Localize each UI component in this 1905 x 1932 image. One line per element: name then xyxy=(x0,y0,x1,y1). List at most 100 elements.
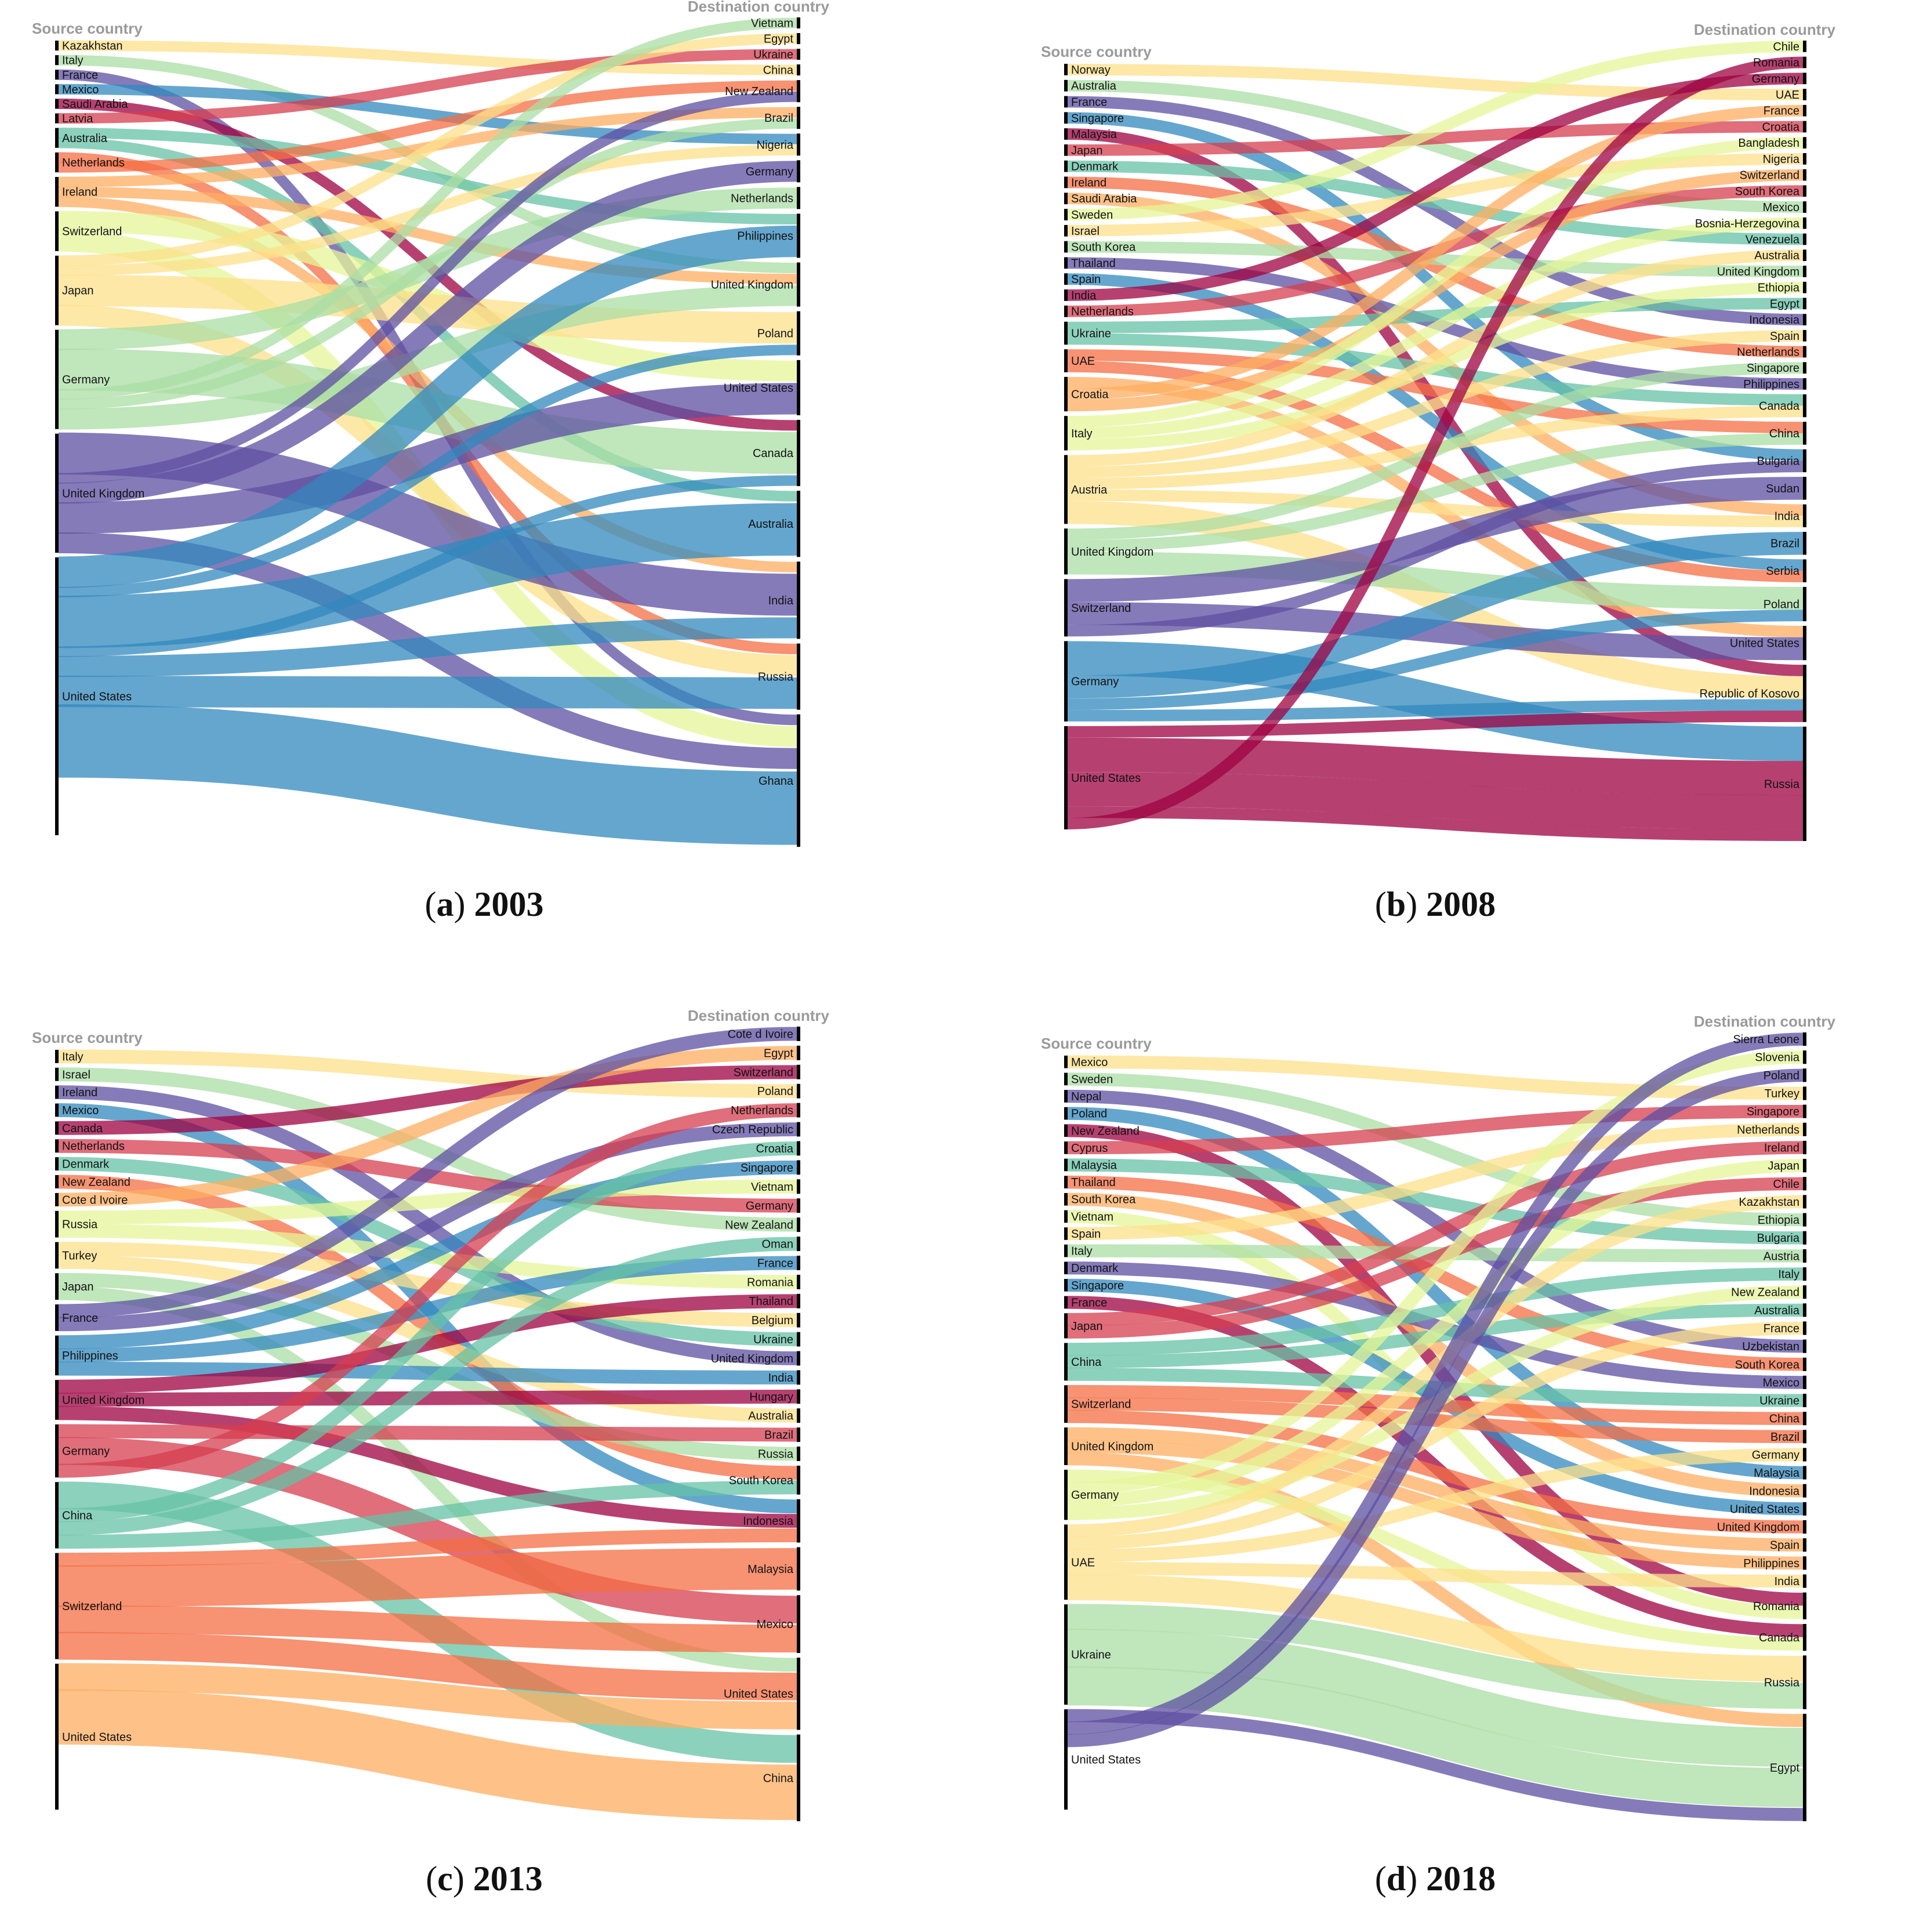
link-india-to-germany xyxy=(1067,73,1804,301)
dest-bar-australia xyxy=(1803,249,1806,262)
source-bar-denmark xyxy=(55,1157,59,1171)
dest-label-romania: Romania xyxy=(1753,57,1800,70)
link-united-states-to-russia xyxy=(58,675,797,709)
dest-label-united-kingdom: United Kingdom xyxy=(711,1353,793,1365)
dest-bar-hungary xyxy=(797,1389,800,1404)
source-bar-india xyxy=(1064,289,1068,301)
dest-label-serbia: Serbia xyxy=(1766,565,1800,578)
link-ukraine-to-egypt xyxy=(1067,298,1804,334)
dest-label-china: China xyxy=(1769,427,1800,440)
dest-bar-singapore xyxy=(1803,1104,1806,1118)
link-germany-to-poland xyxy=(1067,610,1804,711)
caption-a-label: a xyxy=(436,885,454,923)
dest-label-brazil: Brazil xyxy=(1770,538,1799,550)
link-cote-d-ivoire-to-egypt xyxy=(58,1046,797,1207)
source-label-singapore: Singapore xyxy=(1071,112,1124,125)
dest-bar-sierra-leone xyxy=(1803,1032,1806,1046)
source-label-mexico: Mexico xyxy=(62,84,99,96)
link-sweden-to-chile xyxy=(1067,40,1804,220)
dest-label-slovenia: Slovenia xyxy=(1755,1052,1800,1064)
sankey-chart-c: Italy Israel Ireland Mexico Canada Netherland… xyxy=(32,1007,830,1821)
link-united-states-to-russia xyxy=(1067,737,1804,796)
dest-label-singapore: Singapore xyxy=(741,1162,793,1175)
dest-label-spain: Spain xyxy=(1770,330,1799,343)
link-united-kingdom-to-poland xyxy=(1067,551,1804,610)
link-united-states-to-united-states xyxy=(58,1663,797,1730)
source-bar-china xyxy=(1064,1343,1068,1381)
dest-bar-japan xyxy=(1803,1159,1806,1173)
dest-label-france: France xyxy=(1764,1322,1799,1335)
dest-bar-netherlands xyxy=(1803,1122,1806,1136)
source-bar-norway xyxy=(1064,64,1068,75)
dest-bar-netherlands xyxy=(1803,346,1806,358)
dest-bar-croatia xyxy=(1803,121,1806,133)
dest-label-brazil: Brazil xyxy=(764,112,793,125)
link-united-states-to-philippines xyxy=(58,225,797,588)
source-label-united-kingdom: United Kingdom xyxy=(62,1394,144,1407)
dest-bar-united-kingdom xyxy=(1803,1520,1806,1534)
source-bar-italy xyxy=(1064,1244,1068,1257)
source-bar-denmark xyxy=(1064,160,1068,172)
dest-bar-china xyxy=(1803,1412,1806,1426)
dest-label-china: China xyxy=(763,64,794,77)
dest-bar-germany xyxy=(797,1198,800,1213)
dest-bar-philippines xyxy=(1803,378,1806,390)
dest-label-mexico: Mexico xyxy=(757,1618,793,1631)
link-croatia-to-france xyxy=(1067,104,1804,400)
link-united-states-to-romania xyxy=(1067,56,1804,830)
sankey-chart-a: Kazakhstan Italy France Mexico Saudi Arabia L… xyxy=(32,0,830,847)
link-united-states-to-egypt xyxy=(1067,1709,1804,1821)
source-bar-germany xyxy=(1064,1470,1068,1520)
source-bar-canada xyxy=(55,1121,59,1135)
source-bar-spain xyxy=(1064,273,1068,285)
source-bar-saudi-arabia xyxy=(1064,193,1068,205)
link-china-to-croatia xyxy=(58,1141,797,1523)
dest-label-romania: Romania xyxy=(747,1276,794,1289)
dest-label-canada: Canada xyxy=(1759,1632,1800,1644)
source-bar-thailand xyxy=(1064,1176,1068,1188)
link-germany-to-japan xyxy=(1067,1159,1804,1508)
dest-label-ukraine: Ukraine xyxy=(1759,1395,1799,1408)
dest-bar-egypt xyxy=(797,1045,800,1060)
dest-label-poland: Poland xyxy=(757,328,793,340)
dest-bar-germany xyxy=(1803,73,1806,85)
source-bar-united-kingdom xyxy=(1064,1427,1068,1465)
link-united-kingdom-to-thailand xyxy=(58,1294,797,1394)
dest-title-a: Destination country xyxy=(688,0,830,15)
dest-bar-germany xyxy=(797,160,800,183)
source-bar-australia xyxy=(55,128,59,148)
link-japan-to-poland xyxy=(58,274,797,344)
dest-bar-brazil xyxy=(1803,1430,1806,1444)
dest-bar-belgium xyxy=(797,1313,800,1328)
dest-label-france: France xyxy=(1764,105,1799,118)
link-kazakhstan-to-china xyxy=(58,40,797,75)
dest-label-switzerland: Switzerland xyxy=(1740,169,1799,182)
link-uae-to-france xyxy=(1067,1321,1804,1550)
source-label-denmark: Denmark xyxy=(62,1158,110,1171)
dest-bar-france xyxy=(797,1255,800,1270)
dest-bar-uae xyxy=(1803,89,1806,100)
dest-label-singapore: Singapore xyxy=(1747,362,1799,375)
source-label-united-kingdom: United Kingdom xyxy=(62,487,144,500)
dest-bar-mexico xyxy=(1803,201,1806,213)
link-ukraine-to-russia xyxy=(1067,1604,1804,1709)
dest-label-bulgaria: Bulgaria xyxy=(1757,1232,1800,1245)
source-label-france: France xyxy=(62,1312,98,1325)
dest-bar-russia xyxy=(797,1447,800,1461)
link-united-states-to-australia xyxy=(58,503,797,648)
dest-label-belgium: Belgium xyxy=(752,1314,793,1327)
source-label-united-kingdom: United Kingdom xyxy=(1071,546,1153,559)
dest-label-india: India xyxy=(1775,1575,1800,1588)
dest-label-vietnam: Vietnam xyxy=(751,1181,793,1194)
source-label-united-kingdom: United Kingdom xyxy=(1071,1441,1153,1453)
dest-label-ethiopia: Ethiopia xyxy=(1758,1214,1800,1227)
source-bar-uae xyxy=(1064,349,1068,372)
dest-label-netherlands: Netherlands xyxy=(731,192,793,205)
link-united-kingdom-to-germany xyxy=(58,161,797,504)
dest-label-indonesia: Indonesia xyxy=(1749,1485,1800,1498)
dest-label-new-zealand: New Zealand xyxy=(1731,1286,1799,1299)
dest-bar-turkey xyxy=(1803,1086,1806,1100)
dest-label-egypt: Egypt xyxy=(1770,298,1800,310)
link-philippines-to-india xyxy=(58,1361,797,1384)
source-bar-germany xyxy=(1064,641,1068,722)
